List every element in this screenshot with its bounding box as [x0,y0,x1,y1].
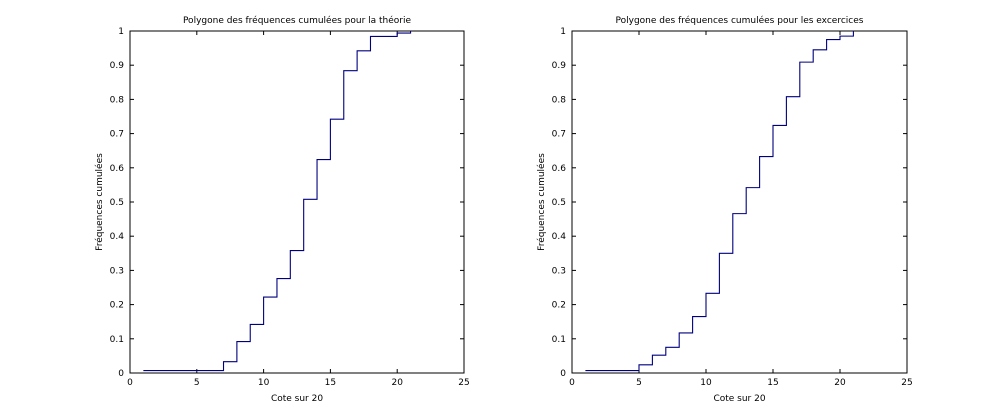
x-tick-label: 15 [767,378,778,388]
x-tick-label: 5 [194,378,200,388]
y-tick-label: 0.8 [110,95,125,105]
y-tick-label: 0.4 [552,232,567,242]
plot-area-frame [129,30,465,374]
plot-area-frame [571,30,908,374]
y-tick-label: 0.6 [110,164,125,174]
y-tick-label: 0.7 [552,130,566,140]
chart-panel-1: Polygone des fréquences cumulées pour la… [94,15,470,404]
cumulative-frequency-step-line [585,31,854,372]
y-tick-label: 0 [118,369,124,379]
y-axis-label: Fréquences cumulées [94,153,105,251]
x-tick-label: 25 [458,378,469,388]
cumulative-frequency-step-line [143,31,412,372]
x-tick-label: 15 [325,378,336,388]
y-tick-label: 0.9 [110,61,125,71]
y-tick-label: 0.5 [552,198,566,208]
x-tick-label: 20 [834,378,846,388]
chart-panel-2: Polygone des fréquences cumulées pour le… [536,15,913,404]
x-axis-label: Cote sur 20 [713,394,765,404]
y-tick-label: 0.8 [552,95,567,105]
y-tick-label: 0.9 [552,61,567,71]
y-tick-label: 1 [118,27,124,37]
y-tick-label: 0.7 [110,130,124,140]
chart-title: Polygone des fréquences cumulées pour la… [183,15,412,26]
y-tick-label: 0.6 [552,164,567,174]
x-tick-label: 0 [127,378,133,388]
y-tick-label: 0.2 [110,301,124,311]
chart-title: Polygone des fréquences cumulées pour le… [616,15,864,26]
y-tick-label: 0.1 [110,335,124,345]
x-axis-label: Cote sur 20 [271,394,323,404]
y-tick-label: 0.1 [552,335,566,345]
x-tick-label: 0 [569,378,575,388]
x-tick-label: 20 [391,378,403,388]
x-tick-label: 10 [700,378,712,388]
y-axis-label: Fréquences cumulées [536,153,547,251]
y-tick-label: 0.3 [110,266,124,276]
y-tick-label: 0 [560,369,566,379]
y-tick-label: 0.5 [110,198,124,208]
x-tick-label: 5 [636,378,642,388]
y-tick-label: 0.2 [552,301,566,311]
y-tick-label: 0.4 [110,232,125,242]
x-tick-label: 25 [901,378,912,388]
y-tick-label: 1 [560,27,566,37]
x-tick-label: 10 [258,378,270,388]
y-tick-label: 0.3 [552,266,566,276]
